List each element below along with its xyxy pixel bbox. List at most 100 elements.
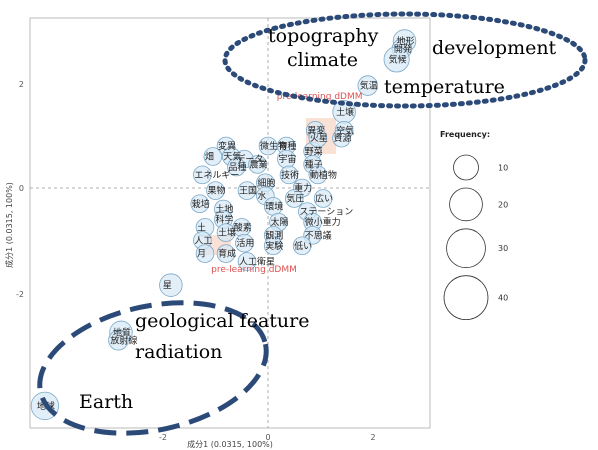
bubble-point (193, 165, 212, 185)
point-label: 資源 (334, 132, 352, 144)
bubble-point (203, 147, 223, 166)
point-label: 太陽 (271, 216, 289, 228)
legend-size-label: 40 (498, 294, 508, 303)
point-label: 畑 (205, 151, 214, 163)
point-label: 農業 (250, 158, 268, 170)
point-label: 星 (163, 280, 172, 291)
bubble-point (279, 165, 299, 185)
point-label: 種子 (305, 159, 323, 170)
y-tick-label: 0 (19, 184, 24, 193)
bubble-point (332, 128, 351, 148)
point-label: 微小重力 (305, 216, 341, 228)
bubble-point (108, 330, 129, 351)
point-label: 果物 (208, 185, 226, 197)
bubble-point (258, 136, 278, 156)
point-label: 月 (197, 249, 206, 260)
pre-learning-label: pre-learning dDMM (211, 265, 297, 275)
bubble-point (263, 236, 283, 256)
annotation-geological-feature: geological feature (135, 310, 310, 332)
annotation-earth: Earth (79, 391, 133, 413)
point-label: 科学 (215, 214, 233, 226)
point-label: 微生物 (260, 140, 287, 152)
legend: 10 20 30 40 (443, 154, 508, 321)
point-label: 栽培 (192, 198, 210, 210)
legend-size-label: 20 (498, 200, 508, 209)
legend-size-circle (449, 187, 483, 222)
bubble-point (248, 155, 267, 174)
point-label: 地形 (397, 35, 415, 47)
point-label: 気温 (360, 80, 378, 92)
x-axis-label: 成分1 (0.0315, 100%) (187, 439, 273, 449)
point-label: 気候 (389, 53, 407, 65)
point-label: 品種 (229, 162, 247, 173)
highlight-ellipse-top (222, 11, 588, 109)
bubble-point (292, 236, 312, 256)
point-label: 実験 (265, 240, 283, 252)
point-label: 土壌 (218, 227, 236, 239)
point-label: ステーション (299, 207, 353, 218)
legend-size-label: 10 (498, 163, 508, 172)
x-tick-label: 2 (370, 433, 375, 442)
bubble-point (190, 194, 210, 214)
point-label: 育種 (278, 140, 296, 152)
point-label: 活用 (236, 237, 254, 249)
annotation-climate: climate (287, 49, 358, 71)
point-label: エネルギー (194, 170, 239, 181)
bubble-point (159, 273, 183, 297)
bubble-point (216, 244, 236, 263)
point-label: 環境 (265, 200, 283, 212)
annotation-radiation: radiation (135, 341, 222, 363)
point-label: 人工衛星 (239, 256, 275, 268)
point-label: 開発 (394, 43, 412, 55)
point-label: 気圧 (286, 193, 304, 205)
point-label: 火星 (310, 133, 328, 144)
bubble-point (308, 128, 328, 148)
annotation-development: development (432, 37, 557, 59)
legend-title: Frequency: (440, 130, 490, 139)
point-label: データ (236, 153, 263, 165)
x-tick-label: -2 (159, 433, 167, 442)
bubble-point (237, 181, 257, 200)
legend-size-label: 30 (498, 244, 508, 253)
word-label-layer: 地形開発気候気温土壌星地質放射線地球微生物育種変異天気畑 データ 宇宙野菜品種 農業種… (37, 35, 415, 412)
point-label: 動植物 (310, 169, 337, 181)
bubble-point (383, 46, 410, 73)
x-tick-label: 0 (265, 433, 270, 442)
point-label: 育成 (218, 248, 236, 260)
point-label: 細胞 (257, 177, 275, 189)
bubble-point (216, 223, 236, 242)
bubble-point (195, 244, 215, 263)
point-label: 不思議 (305, 229, 332, 241)
y-tick-label: -2 (16, 290, 24, 299)
point-label: 重力 (294, 182, 312, 194)
point-label: 酸素 (234, 221, 252, 233)
marker-layer: pre-learning dDMM pre-learning dDMM (211, 92, 362, 275)
bubble-point (206, 181, 225, 200)
bubble-point (284, 189, 304, 208)
y-tick-label: 2 (19, 80, 24, 89)
point-label: 人工 (194, 236, 212, 247)
point-label: 天気 (223, 151, 241, 163)
y-axis-label: 成分1 (0.0315, 100%) (4, 182, 14, 268)
legend-size-circle (443, 275, 489, 321)
bubble-point (357, 75, 378, 96)
legend-size-circle (453, 154, 479, 181)
point-label: 宇宙 (278, 153, 296, 165)
point-label: 観測 (265, 229, 283, 241)
pre-learning-label: pre-learning dDMM (277, 92, 363, 102)
bubble-point (235, 233, 254, 253)
point-label: 土地 (215, 203, 233, 215)
plot-frame (29, 17, 431, 429)
annotation-temperature: temperature (384, 76, 505, 98)
highlight-ellipse-bottom (37, 300, 269, 436)
legend-size-circle (446, 228, 486, 269)
bubble-point (313, 189, 333, 208)
bubble-point (237, 252, 257, 271)
annotation-topography: topography (268, 25, 379, 47)
point-label: 変異 (218, 140, 236, 152)
point-label: 異変 (307, 124, 325, 136)
bubble-point (227, 157, 246, 177)
point-label: 野菜 (305, 145, 323, 157)
point-label: 空気 (336, 124, 354, 136)
